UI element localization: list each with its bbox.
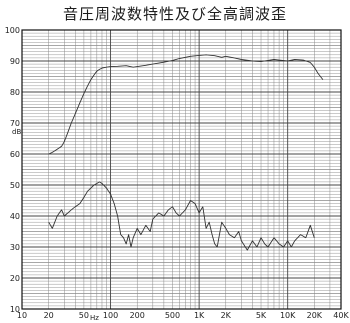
y-tick-label: 40 bbox=[10, 212, 20, 221]
y-tick-label: 30 bbox=[10, 243, 20, 252]
y-tick-label: 20 bbox=[10, 274, 20, 283]
y-tick-label: 70 bbox=[10, 119, 20, 128]
y-unit-label: dB bbox=[12, 128, 21, 136]
y-tick-label: 90 bbox=[10, 57, 20, 66]
x-unit-label: Hz bbox=[90, 314, 99, 322]
x-tick-label: 10 bbox=[17, 311, 27, 320]
x-tick-label: 100 bbox=[103, 311, 118, 320]
x-tick-label: 50 bbox=[79, 311, 89, 320]
y-tick-label: 50 bbox=[10, 181, 20, 190]
x-tick-label: 20K bbox=[307, 311, 323, 320]
x-tick-labels: 10 20 50 100 200 500 1K 2K 5K 10K 20K 40K bbox=[17, 311, 350, 320]
response-curve-line bbox=[48, 54, 324, 155]
plot-frame bbox=[21, 29, 342, 310]
y-tick-label: 80 bbox=[10, 88, 20, 97]
x-tick-label: 500 bbox=[165, 311, 180, 320]
x-tick-label: 2K bbox=[221, 311, 232, 320]
series-layer bbox=[48, 54, 324, 251]
x-tick-label: 5K bbox=[256, 311, 267, 320]
y-tick-label: 60 bbox=[10, 150, 20, 159]
y-tick-label: 100 bbox=[5, 26, 20, 35]
chart-title: 音圧周波数特性及び全高調波歪 bbox=[62, 5, 287, 23]
x-tick-label: 20 bbox=[44, 311, 54, 320]
y-tick-label: 10 bbox=[10, 305, 20, 314]
x-tick-label: 1K bbox=[194, 311, 205, 320]
x-tick-label: 40K bbox=[333, 311, 349, 320]
x-tick-label: 10K bbox=[280, 311, 296, 320]
x-tick-label: 200 bbox=[130, 311, 145, 320]
y-tick-labels: 10 20 30 40 50 60 70 80 90 100 bbox=[5, 26, 20, 314]
distortion-curve-line bbox=[48, 181, 315, 251]
